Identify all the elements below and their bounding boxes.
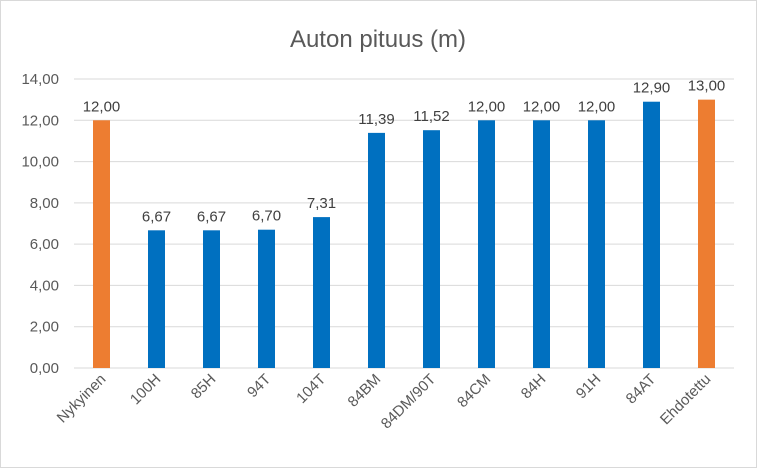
bar <box>423 130 440 368</box>
data-label: 6,67 <box>197 208 226 225</box>
y-axis-ticks: 0,00 2,00 4,00 6,00 8,00 10,00 12,00 14,00 <box>21 71 59 377</box>
data-label: 7,31 <box>307 195 336 212</box>
data-label: 12,00 <box>578 98 616 115</box>
y-tick-label: 4,00 <box>30 277 59 294</box>
y-tick-label: 6,00 <box>30 236 59 253</box>
bar <box>533 120 550 369</box>
x-tick-label: 94T <box>244 371 274 401</box>
x-tick-label: 84CM <box>454 371 494 411</box>
bar <box>258 229 275 368</box>
bar <box>368 132 385 368</box>
y-tick-label: 0,00 <box>30 360 59 377</box>
bar <box>478 120 495 369</box>
bars <box>93 99 715 369</box>
bar <box>643 101 660 368</box>
x-tick-label: 85H <box>188 371 219 402</box>
x-tick-label: 100H <box>127 371 164 408</box>
gridlines <box>74 78 734 369</box>
x-tick-label: 91H <box>573 371 604 402</box>
bar <box>93 120 110 369</box>
data-label: 6,70 <box>252 208 281 225</box>
chart-title: Auton pituus (m) <box>290 26 466 53</box>
x-tick-label: Nykyinen <box>54 371 110 427</box>
data-label: 11,39 <box>358 111 394 128</box>
y-tick-label: 2,00 <box>30 319 59 336</box>
x-tick-label: 84BM <box>345 371 385 411</box>
bar <box>148 230 165 368</box>
x-tick-label: 84DM/90T <box>378 371 440 433</box>
y-tick-label: 14,00 <box>21 71 59 88</box>
y-tick-label: 8,00 <box>30 195 59 212</box>
x-tick-label: Ehdotettu <box>657 371 714 428</box>
data-label: 11,52 <box>413 108 449 125</box>
data-label: 6,67 <box>142 208 171 225</box>
data-label: 13,00 <box>688 78 726 95</box>
data-label: 12,00 <box>83 98 121 115</box>
x-tick-label: 84AT <box>623 371 660 408</box>
y-tick-label: 10,00 <box>21 154 59 171</box>
data-labels: 12,00 6,67 6,67 6,70 7,31 11,39 11,52 12,00 12,0… <box>83 78 726 226</box>
data-label: 12,00 <box>523 98 561 115</box>
bar <box>588 120 605 369</box>
bar <box>313 217 330 368</box>
data-label: 12,90 <box>633 80 671 97</box>
bar <box>203 230 220 368</box>
y-tick-label: 12,00 <box>21 112 59 129</box>
bar <box>698 99 715 369</box>
x-tick-label: 84H <box>518 371 549 402</box>
data-label: 12,00 <box>468 98 506 115</box>
x-tick-label: 104T <box>293 371 329 407</box>
